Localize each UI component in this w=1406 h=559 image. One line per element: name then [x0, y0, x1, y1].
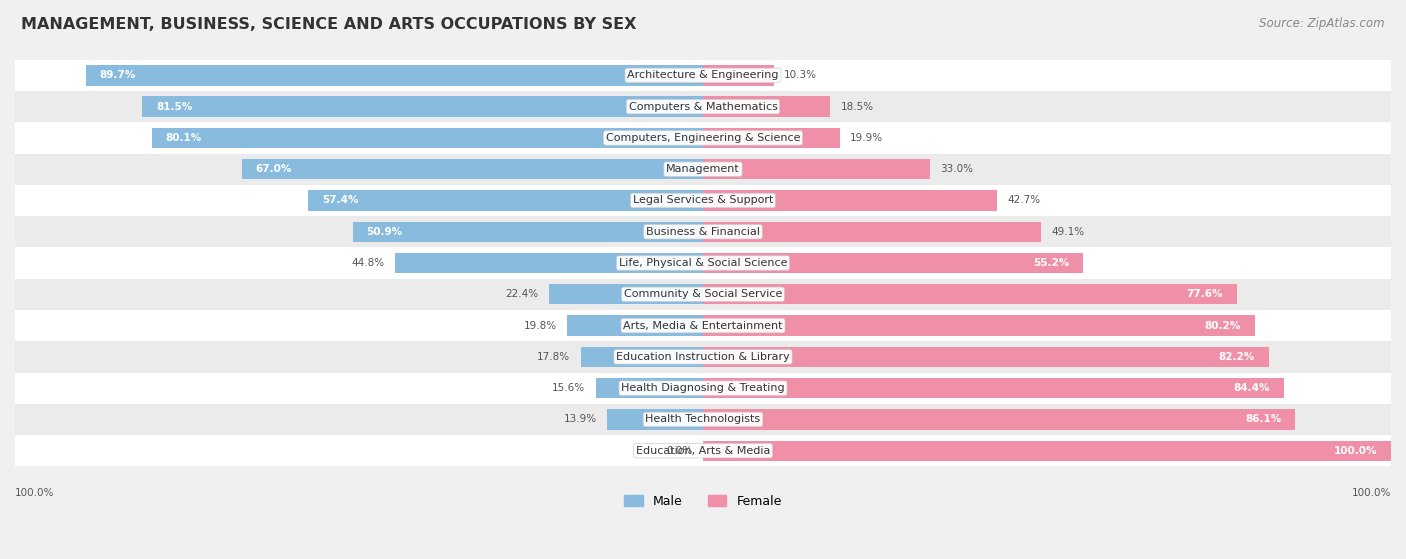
Text: 13.9%: 13.9%: [564, 414, 598, 424]
Bar: [703, 221, 1040, 242]
Bar: [15, 216, 1391, 248]
Bar: [308, 190, 703, 211]
Text: 19.9%: 19.9%: [851, 133, 883, 143]
Bar: [15, 185, 1391, 216]
Text: 49.1%: 49.1%: [1052, 227, 1084, 237]
Text: Community & Social Service: Community & Social Service: [624, 290, 782, 299]
Text: 10.3%: 10.3%: [785, 70, 817, 80]
Text: 0.0%: 0.0%: [666, 446, 693, 456]
Bar: [15, 372, 1391, 404]
Text: 100.0%: 100.0%: [1334, 446, 1378, 456]
Bar: [703, 97, 831, 117]
Bar: [15, 279, 1391, 310]
Text: Legal Services & Support: Legal Services & Support: [633, 196, 773, 206]
Bar: [703, 190, 997, 211]
Text: 19.8%: 19.8%: [523, 321, 557, 330]
Bar: [703, 409, 1295, 430]
Bar: [395, 253, 703, 273]
Text: 77.6%: 77.6%: [1187, 290, 1223, 299]
Bar: [15, 310, 1391, 341]
Text: Architecture & Engineering: Architecture & Engineering: [627, 70, 779, 80]
Bar: [703, 284, 1237, 305]
Text: 42.7%: 42.7%: [1007, 196, 1040, 206]
Bar: [567, 315, 703, 336]
Bar: [15, 122, 1391, 154]
Text: 81.5%: 81.5%: [156, 102, 193, 112]
Text: Business & Financial: Business & Financial: [645, 227, 761, 237]
Text: 57.4%: 57.4%: [322, 196, 359, 206]
Bar: [703, 159, 929, 179]
Text: 15.6%: 15.6%: [553, 383, 585, 393]
Bar: [15, 60, 1391, 91]
Text: Health Diagnosing & Treating: Health Diagnosing & Treating: [621, 383, 785, 393]
Bar: [15, 435, 1391, 466]
Text: 55.2%: 55.2%: [1033, 258, 1069, 268]
Text: Computers, Engineering & Science: Computers, Engineering & Science: [606, 133, 800, 143]
Text: 80.2%: 80.2%: [1205, 321, 1241, 330]
Text: 22.4%: 22.4%: [505, 290, 538, 299]
Text: 82.2%: 82.2%: [1219, 352, 1254, 362]
Text: 17.8%: 17.8%: [537, 352, 571, 362]
Text: 86.1%: 86.1%: [1246, 414, 1282, 424]
Text: 50.9%: 50.9%: [367, 227, 402, 237]
Text: 18.5%: 18.5%: [841, 102, 873, 112]
Text: 100.0%: 100.0%: [1351, 488, 1391, 498]
Text: Arts, Media & Entertainment: Arts, Media & Entertainment: [623, 321, 783, 330]
Bar: [596, 378, 703, 399]
Bar: [242, 159, 703, 179]
Bar: [15, 154, 1391, 185]
Text: Education, Arts & Media: Education, Arts & Media: [636, 446, 770, 456]
Text: 84.4%: 84.4%: [1233, 383, 1270, 393]
Text: 44.8%: 44.8%: [352, 258, 384, 268]
Text: 33.0%: 33.0%: [941, 164, 973, 174]
Text: Life, Physical & Social Science: Life, Physical & Social Science: [619, 258, 787, 268]
Bar: [142, 97, 703, 117]
Bar: [703, 347, 1268, 367]
Bar: [86, 65, 703, 86]
Text: Source: ZipAtlas.com: Source: ZipAtlas.com: [1260, 17, 1385, 30]
Text: 89.7%: 89.7%: [100, 70, 136, 80]
Bar: [548, 284, 703, 305]
Text: 100.0%: 100.0%: [15, 488, 55, 498]
Text: 80.1%: 80.1%: [166, 133, 202, 143]
Text: Computers & Mathematics: Computers & Mathematics: [628, 102, 778, 112]
Bar: [703, 253, 1083, 273]
Text: Management: Management: [666, 164, 740, 174]
Bar: [15, 248, 1391, 279]
Legend: Male, Female: Male, Female: [619, 490, 787, 513]
Text: MANAGEMENT, BUSINESS, SCIENCE AND ARTS OCCUPATIONS BY SEX: MANAGEMENT, BUSINESS, SCIENCE AND ARTS O…: [21, 17, 637, 32]
Bar: [703, 378, 1284, 399]
Text: Education Instruction & Library: Education Instruction & Library: [616, 352, 790, 362]
Text: Health Technologists: Health Technologists: [645, 414, 761, 424]
Bar: [607, 409, 703, 430]
Text: 67.0%: 67.0%: [256, 164, 292, 174]
Bar: [15, 404, 1391, 435]
Bar: [703, 440, 1391, 461]
Bar: [353, 221, 703, 242]
Bar: [15, 91, 1391, 122]
Bar: [152, 128, 703, 148]
Bar: [703, 65, 773, 86]
Bar: [15, 341, 1391, 372]
Bar: [703, 315, 1254, 336]
Bar: [581, 347, 703, 367]
Bar: [703, 128, 839, 148]
